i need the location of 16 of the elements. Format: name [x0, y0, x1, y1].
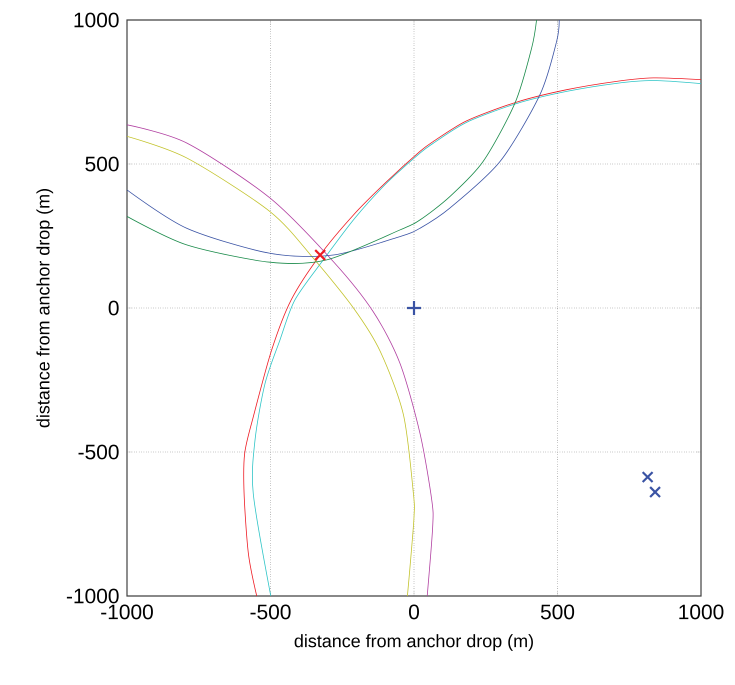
point: [406, 300, 422, 316]
y-tick-label: 500: [85, 156, 119, 172]
x-axis-title: distance from anchor drop (m): [294, 634, 533, 651]
y-axis-title: distance from anchor drop (m): [36, 189, 54, 428]
x-tick-label: 0: [408, 604, 419, 620]
y-tick-label: -1000: [66, 588, 119, 604]
x-tick-label: -1000: [101, 604, 153, 620]
y-tick-label: 1000: [74, 12, 119, 28]
point: [649, 486, 662, 498]
y-tick-label: 0: [108, 300, 119, 316]
y-tick-label: -500: [78, 444, 119, 460]
point: [642, 471, 654, 484]
x-tick-label: 500: [540, 604, 574, 620]
point: [314, 248, 326, 262]
x-tick-label: 1000: [679, 604, 724, 620]
x-tick-label: -500: [250, 604, 291, 620]
